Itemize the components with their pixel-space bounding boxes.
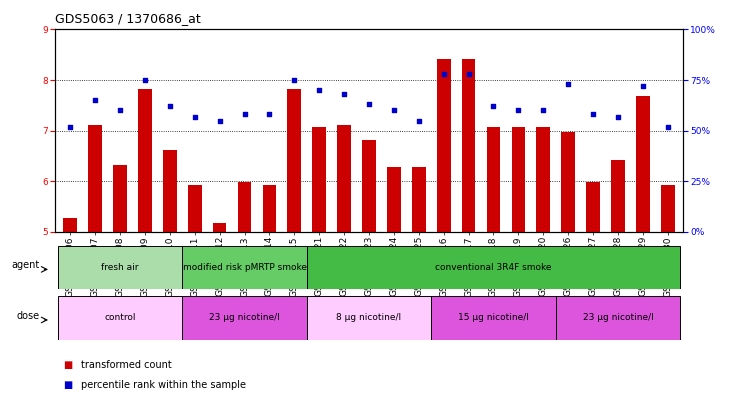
Bar [412,167,426,393]
Bar [562,132,575,393]
Bar [58,296,182,340]
Text: ■: ■ [63,380,72,390]
Point [263,111,275,118]
Bar [182,246,307,289]
Bar [113,165,127,393]
Bar [431,296,556,340]
Bar [511,127,525,393]
Point [189,113,201,119]
Bar [437,59,450,393]
Bar [337,125,351,393]
Bar [307,296,431,340]
Point [238,111,250,118]
Bar [611,160,625,393]
Point [612,113,624,119]
Point [114,107,126,114]
Bar [387,167,401,393]
Point [214,118,226,124]
Text: 23 μg nicotine/l: 23 μg nicotine/l [582,313,653,322]
Text: 23 μg nicotine/l: 23 μg nicotine/l [209,313,280,322]
Bar [89,125,102,393]
Bar [636,96,649,393]
Text: modified risk pMRTP smoke: modified risk pMRTP smoke [182,263,306,272]
Text: fresh air: fresh air [101,263,139,272]
Bar [213,223,227,393]
Bar [537,127,550,393]
Point [89,97,101,103]
Text: percentile rank within the sample: percentile rank within the sample [81,380,246,390]
Text: agent: agent [12,260,40,270]
Point [537,107,549,114]
Point [562,81,574,87]
Bar [307,246,680,289]
Point [363,101,375,108]
Bar [63,218,77,393]
Bar [188,185,201,393]
Bar [556,296,680,340]
Text: 15 μg nicotine/l: 15 μg nicotine/l [458,313,529,322]
Bar [182,296,307,340]
Text: 8 μg nicotine/l: 8 μg nicotine/l [337,313,401,322]
Bar [138,89,152,393]
Point [413,118,424,124]
Bar [288,89,301,393]
Text: control: control [104,313,136,322]
Point [637,83,649,89]
Bar [586,182,600,393]
Bar [661,185,675,393]
Bar [163,150,176,393]
Point [512,107,524,114]
Point [388,107,400,114]
Bar [238,182,252,393]
Bar [312,127,326,393]
Point [587,111,599,118]
Point [338,91,350,97]
Bar [462,59,475,393]
Text: transformed count: transformed count [81,360,172,371]
Bar [486,127,500,393]
Bar [362,140,376,393]
Text: conventional 3R4F smoke: conventional 3R4F smoke [435,263,552,272]
Point [662,123,674,130]
Bar [58,246,182,289]
Text: dose: dose [17,310,40,321]
Point [164,103,176,110]
Bar [263,185,276,393]
Text: ■: ■ [63,360,72,371]
Text: GDS5063 / 1370686_at: GDS5063 / 1370686_at [55,12,201,25]
Point [289,77,300,83]
Point [314,87,325,93]
Point [488,103,500,110]
Point [139,77,151,83]
Point [438,71,449,77]
Point [463,71,475,77]
Point [64,123,76,130]
